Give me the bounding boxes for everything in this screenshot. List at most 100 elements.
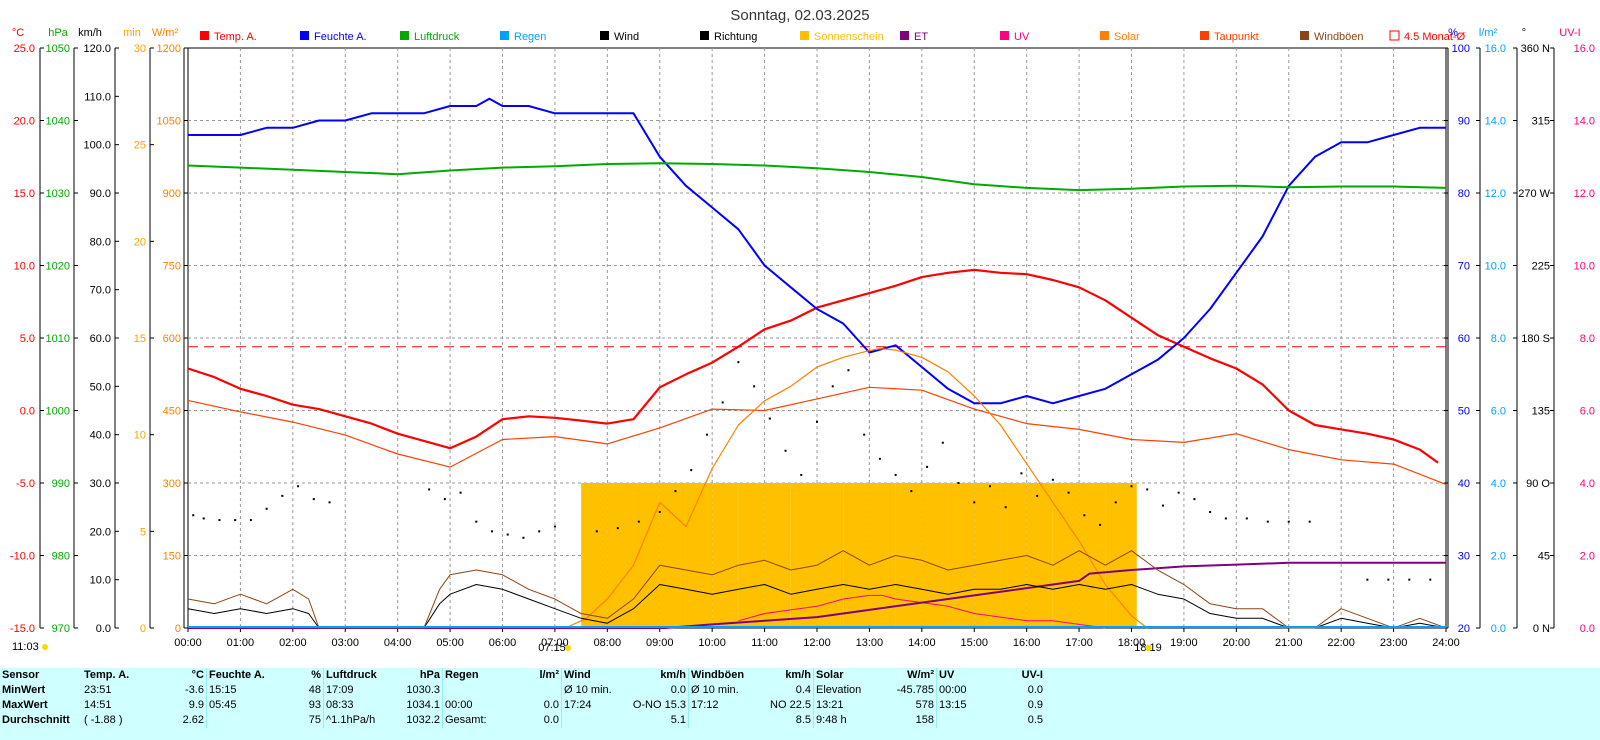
direction-point [910, 490, 913, 493]
direction-point [941, 441, 944, 444]
direction-point [1209, 511, 1212, 513]
direction-point [1130, 485, 1133, 488]
temp-axis-tick-label: 5.0 [20, 333, 35, 345]
direction-point [737, 361, 740, 364]
sunshine-bar [1105, 483, 1132, 628]
stats-cell: 9.9 [188, 699, 204, 711]
stats-cell [517, 683, 562, 698]
direction-axis-tick-label: 270 W [1518, 188, 1550, 200]
pressure-axis-tick-label: 1050 [46, 43, 70, 55]
legend-swatch [1200, 31, 1209, 40]
temp-axis-tick-label: 20.0 [14, 116, 35, 128]
legend-label: Taupunkt [1214, 31, 1259, 43]
uv-axis-tick-label: 8.0 [1580, 333, 1595, 345]
x-axis-tick-label: 05:00 [436, 637, 464, 649]
direction-point [553, 525, 556, 528]
solar-axis-tick-label: 150 [163, 551, 181, 563]
sunshine-bar [1079, 483, 1106, 628]
sunshine-bar [764, 483, 791, 628]
stats-cell: 13:15 [936, 698, 1003, 713]
legend-label: Sonnenschein [814, 31, 884, 43]
humidity-axis-tick-label: 90 [1458, 116, 1470, 128]
direction-point [234, 519, 237, 522]
series-line-feuchte-a [188, 97, 1446, 405]
sunrise-sun-icon [565, 645, 572, 651]
rain-axis-tick-label: 4.0 [1491, 478, 1506, 490]
direction-axis-tick-label: 90 O [1526, 478, 1550, 490]
stats-header-solar: Solar [813, 668, 880, 683]
direction-point [1366, 578, 1369, 581]
stats-header-press-unit: hPa [419, 669, 440, 681]
stats-header-sensor: Sensor [2, 669, 40, 681]
axis-unit-headers: °C hPa km/h min W/m²% l/m² ° UV-I [12, 27, 1581, 39]
wind-axis-tick-label: 10.0 [90, 575, 111, 587]
sunrise-time-label: 07:15 [538, 642, 566, 654]
direction-point [1408, 578, 1411, 581]
solar-axis-tick-label: 750 [163, 261, 181, 273]
series-line-solar [565, 348, 1148, 629]
stats-cell: 14:51 [84, 699, 112, 711]
rain-axis-tick-label: 14.0 [1485, 116, 1506, 128]
stats-cell: 17:24 [561, 698, 628, 713]
stats-header-press: Luftdruck [323, 668, 398, 683]
solar-axis-tick-label: 1200 [157, 43, 181, 55]
sun_min-axis-tick-label: 5 [140, 526, 146, 538]
series-line-temp-a [187, 268, 1439, 464]
direction-point [957, 482, 960, 484]
x-axis-tick-label: 18:00 [1118, 637, 1146, 649]
rain-axis-tick-label: 8.0 [1491, 333, 1506, 345]
direction-point [192, 514, 195, 517]
stats-row-label: Durchschnitt [2, 714, 70, 726]
direction-point [784, 449, 787, 452]
direction-point [1266, 520, 1269, 523]
direction-axis-tick-label: 315 [1532, 116, 1550, 128]
sunshine-bar [1000, 483, 1027, 628]
rain-unit-header: l/m² [1479, 27, 1498, 39]
pressure-axis-tick-label: 1010 [46, 333, 70, 345]
uv-axis-tick-label: 6.0 [1580, 406, 1595, 418]
pressure-axis-tick-label: 980 [52, 551, 70, 563]
sunshine-bar [921, 483, 949, 628]
stats-cell: 1034.1 [406, 699, 440, 711]
legend-swatch [1300, 31, 1309, 40]
stats-row-min: MinWert 23:51 -3.6 15:15 48 17:09 1030.3… [0, 683, 1045, 698]
x-axis-tick-label: 06:00 [489, 637, 517, 649]
humidity-axis-tick-label: 50 [1458, 406, 1470, 418]
stats-cell: ^1.1hPa/h [323, 713, 398, 728]
stats-header-gust: Windböen [688, 668, 761, 683]
uv-unit-header: UV-I [1559, 27, 1580, 39]
wind-axis-tick-label: 90.0 [90, 188, 111, 200]
direction-point [1146, 488, 1149, 491]
direction-axis-tick-label: 180 S [1521, 333, 1550, 345]
solar-unit-header: W/m² [152, 27, 179, 39]
chart-plot-area [187, 97, 1447, 629]
x-axis-tick-label: 17:00 [1065, 637, 1093, 649]
sun_min-axis-tick-label: 15 [134, 333, 146, 345]
stats-header-uv-unit: UV-I [1021, 669, 1043, 681]
direction-point [281, 494, 284, 497]
stats-cell [561, 713, 628, 728]
stats-header-hum-unit: % [311, 669, 321, 681]
sunshine-bar [790, 483, 817, 628]
uv-axis-tick-label: 4.0 [1580, 478, 1595, 490]
sun_min-unit-header: min [123, 27, 141, 39]
x-axis-tick-label: 03:00 [331, 637, 359, 649]
x-axis-tick-label: 09:00 [646, 637, 674, 649]
wind-axis-tick-label: 40.0 [90, 430, 111, 442]
stats-cell: 75 [308, 714, 321, 726]
direction-point [538, 530, 541, 533]
sun_min-axis-tick-label: 0 [140, 623, 146, 635]
stats-cell: 578 [915, 699, 934, 711]
sunshine-bar [607, 483, 634, 628]
stats-cell: 0.0 [543, 699, 559, 711]
solar-axis-tick-label: 600 [163, 333, 181, 345]
humidity-axis-tick-label: 60 [1458, 333, 1470, 345]
legend-label: ET [914, 31, 928, 43]
direction-point [1177, 491, 1180, 494]
stats-row-label: MinWert [2, 684, 46, 696]
sunshine-bar [1052, 483, 1080, 628]
direction-point [1287, 520, 1290, 523]
direction-point [312, 498, 315, 501]
stats-cell [206, 713, 281, 728]
series-line-windböen [187, 550, 1447, 629]
